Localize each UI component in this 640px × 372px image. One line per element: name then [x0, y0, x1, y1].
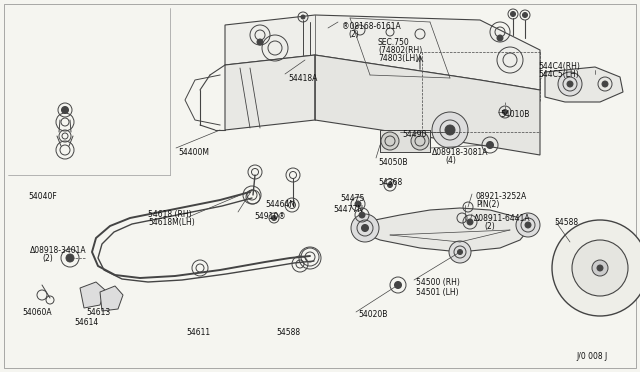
Circle shape: [362, 224, 369, 231]
Text: ®08168-6161A: ®08168-6161A: [342, 22, 401, 31]
Text: 54464N: 54464N: [265, 200, 295, 209]
Circle shape: [66, 254, 74, 262]
Circle shape: [432, 112, 468, 148]
Text: 54614: 54614: [74, 318, 99, 327]
Text: (2): (2): [484, 222, 495, 231]
Circle shape: [558, 72, 582, 96]
Text: 54490: 54490: [402, 130, 426, 139]
Circle shape: [355, 201, 361, 207]
Text: 08921-3252A: 08921-3252A: [476, 192, 527, 201]
Polygon shape: [225, 15, 540, 90]
Text: 54010B: 54010B: [500, 110, 529, 119]
Polygon shape: [355, 208, 530, 252]
Circle shape: [516, 213, 540, 237]
Text: (2): (2): [42, 254, 52, 263]
Text: 54050B: 54050B: [378, 158, 408, 167]
Circle shape: [257, 39, 263, 45]
Text: J/0 008 J: J/0 008 J: [576, 352, 607, 361]
Text: 54910®: 54910®: [254, 212, 285, 221]
Text: Δ08918-3081A: Δ08918-3081A: [432, 148, 488, 157]
Circle shape: [592, 260, 608, 276]
Circle shape: [511, 12, 515, 16]
Circle shape: [394, 282, 401, 289]
Polygon shape: [225, 55, 315, 130]
Text: 54618 (RH): 54618 (RH): [148, 210, 191, 219]
Circle shape: [359, 212, 365, 218]
Text: 54020B: 54020B: [358, 310, 387, 319]
Text: 544C5(LH): 544C5(LH): [538, 70, 579, 79]
Text: 544C4(RH): 544C4(RH): [538, 62, 580, 71]
Text: 54477N: 54477N: [333, 205, 363, 214]
Circle shape: [449, 241, 471, 263]
Text: 54501 (LH): 54501 (LH): [416, 288, 459, 297]
Text: 54613: 54613: [86, 308, 110, 317]
Circle shape: [351, 214, 379, 242]
Circle shape: [597, 265, 603, 271]
Text: (4): (4): [445, 156, 456, 165]
Polygon shape: [545, 67, 623, 102]
Text: 74803(LH)): 74803(LH)): [378, 54, 421, 63]
Circle shape: [411, 132, 429, 150]
Text: 54475: 54475: [340, 194, 364, 203]
Circle shape: [486, 141, 493, 148]
Circle shape: [502, 109, 508, 115]
Polygon shape: [80, 282, 105, 308]
Circle shape: [387, 183, 392, 187]
Text: 54040F: 54040F: [28, 192, 57, 201]
Circle shape: [445, 125, 455, 135]
Polygon shape: [100, 286, 123, 311]
Text: Δ08911-6441A: Δ08911-6441A: [474, 214, 531, 223]
Text: SEC.750: SEC.750: [378, 38, 410, 47]
Bar: [380, 130, 430, 152]
Circle shape: [602, 81, 608, 87]
Circle shape: [552, 220, 640, 316]
Circle shape: [61, 106, 68, 113]
Text: 54588: 54588: [276, 328, 300, 337]
Circle shape: [467, 219, 473, 225]
Polygon shape: [315, 55, 540, 155]
Text: 54588: 54588: [554, 218, 578, 227]
Circle shape: [567, 81, 573, 87]
Text: Δ08918-3401A: Δ08918-3401A: [30, 246, 86, 255]
Circle shape: [301, 15, 305, 19]
Circle shape: [271, 215, 276, 221]
Text: 54618M(LH): 54618M(LH): [148, 218, 195, 227]
Circle shape: [522, 13, 527, 17]
Circle shape: [572, 240, 628, 296]
Circle shape: [381, 132, 399, 150]
Text: (74802(RH): (74802(RH): [378, 46, 422, 55]
Text: 54611: 54611: [186, 328, 210, 337]
Text: PIN(2): PIN(2): [476, 200, 499, 209]
Text: 54060A: 54060A: [22, 308, 52, 317]
Circle shape: [458, 250, 463, 254]
Text: 54418A: 54418A: [288, 74, 317, 83]
Circle shape: [497, 35, 503, 41]
Text: (2): (2): [348, 30, 359, 39]
Circle shape: [525, 222, 531, 228]
Text: 54368: 54368: [378, 178, 403, 187]
Text: 54400M: 54400M: [178, 148, 209, 157]
Text: 54500 (RH): 54500 (RH): [416, 278, 460, 287]
